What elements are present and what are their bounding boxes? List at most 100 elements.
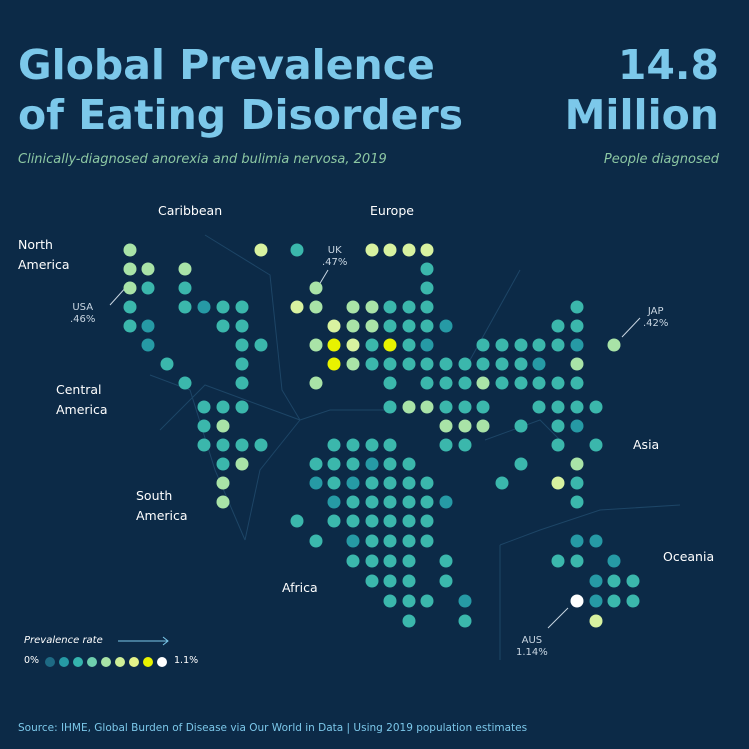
- country-dot: [346, 534, 360, 548]
- callout-usa: USA .46%: [70, 302, 96, 325]
- country-dot: [216, 400, 230, 414]
- country-dot: [178, 262, 192, 276]
- country-dot: [532, 357, 546, 371]
- country-dot: [383, 476, 397, 490]
- country-dot: [476, 376, 490, 390]
- country-dot: [327, 438, 341, 452]
- leader-jap: [621, 317, 641, 338]
- country-dot: [626, 594, 640, 608]
- country-dot: [327, 319, 341, 333]
- country-dot: [346, 457, 360, 471]
- country-dot: [383, 319, 397, 333]
- country-dot: [439, 357, 453, 371]
- country-dot: [420, 357, 434, 371]
- country-dot: [123, 262, 137, 276]
- country-dot: [551, 376, 565, 390]
- country-dot: [123, 319, 137, 333]
- country-dot: [551, 338, 565, 352]
- page-subtitle: Clinically-diagnosed anorexia and bulimi…: [18, 152, 387, 167]
- region-label-caribbean: Caribbean: [158, 203, 223, 218]
- country-dot: [476, 400, 490, 414]
- country-dot: [365, 457, 379, 471]
- country-dot: [458, 438, 472, 452]
- region-label-asia: Asia: [633, 437, 660, 452]
- country-dot: [290, 243, 304, 257]
- country-dot: [365, 554, 379, 568]
- boundary-line: [499, 504, 681, 546]
- country-dot: [383, 554, 397, 568]
- headline-value: 14.8 Million: [564, 41, 719, 139]
- country-dot: [346, 357, 360, 371]
- country-dot: [402, 614, 416, 628]
- country-dot: [420, 262, 434, 276]
- country-dot: [570, 534, 584, 548]
- legend-swatch: [73, 657, 83, 667]
- legend-swatch: [115, 657, 125, 667]
- region-label-africa: Africa: [282, 580, 318, 595]
- country-dot: [216, 300, 230, 314]
- country-dot: [160, 357, 174, 371]
- country-dot: [402, 476, 416, 490]
- country-dot: [607, 338, 621, 352]
- country-dot: [383, 243, 397, 257]
- country-dot: [458, 419, 472, 433]
- country-dot: [327, 357, 341, 371]
- country-dot: [346, 495, 360, 509]
- region-label-north-america: North America: [18, 237, 70, 272]
- country-dot: [402, 300, 416, 314]
- country-dot: [402, 534, 416, 548]
- country-dot: [570, 376, 584, 390]
- country-dot: [570, 338, 584, 352]
- country-dot: [197, 419, 211, 433]
- country-dot: [420, 281, 434, 295]
- country-dot: [309, 338, 323, 352]
- country-dot: [420, 338, 434, 352]
- country-dot: [402, 357, 416, 371]
- country-dot: [216, 319, 230, 333]
- country-dot: [514, 419, 528, 433]
- country-dot: [309, 281, 323, 295]
- country-dot: [346, 514, 360, 528]
- country-dot: [551, 476, 565, 490]
- country-dot: [402, 495, 416, 509]
- country-dot: [402, 554, 416, 568]
- country-dot: [458, 400, 472, 414]
- country-dot: [570, 457, 584, 471]
- region-label-europe: Europe: [370, 203, 414, 218]
- country-dot: [570, 419, 584, 433]
- country-dot: [346, 438, 360, 452]
- country-dot: [532, 338, 546, 352]
- boundary-line: [204, 234, 301, 421]
- country-dot: [551, 319, 565, 333]
- boundary-line: [244, 419, 301, 541]
- country-dot: [514, 338, 528, 352]
- arrow-right-icon: [118, 636, 169, 646]
- country-dot: [254, 438, 268, 452]
- region-label-south-america: South America: [136, 488, 188, 523]
- country-dot: [570, 554, 584, 568]
- country-dot: [476, 357, 490, 371]
- legend-swatch: [87, 657, 97, 667]
- country-dot: [476, 419, 490, 433]
- country-dot: [402, 457, 416, 471]
- country-dot: [235, 438, 249, 452]
- country-dot: [551, 438, 565, 452]
- country-dot: [570, 476, 584, 490]
- country-dot: [290, 300, 304, 314]
- country-dot: [383, 495, 397, 509]
- legend-swatch: [143, 657, 153, 667]
- country-dot: [439, 376, 453, 390]
- country-dot: [327, 476, 341, 490]
- country-dot: [123, 243, 137, 257]
- country-dot: [235, 457, 249, 471]
- boundary-line: [159, 384, 301, 431]
- country-dot: [178, 376, 192, 390]
- country-dot: [439, 400, 453, 414]
- country-dot: [383, 300, 397, 314]
- country-dot: [197, 400, 211, 414]
- country-dot: [365, 300, 379, 314]
- country-dot: [365, 357, 379, 371]
- country-dot: [607, 554, 621, 568]
- country-dot: [235, 319, 249, 333]
- country-dot: [235, 338, 249, 352]
